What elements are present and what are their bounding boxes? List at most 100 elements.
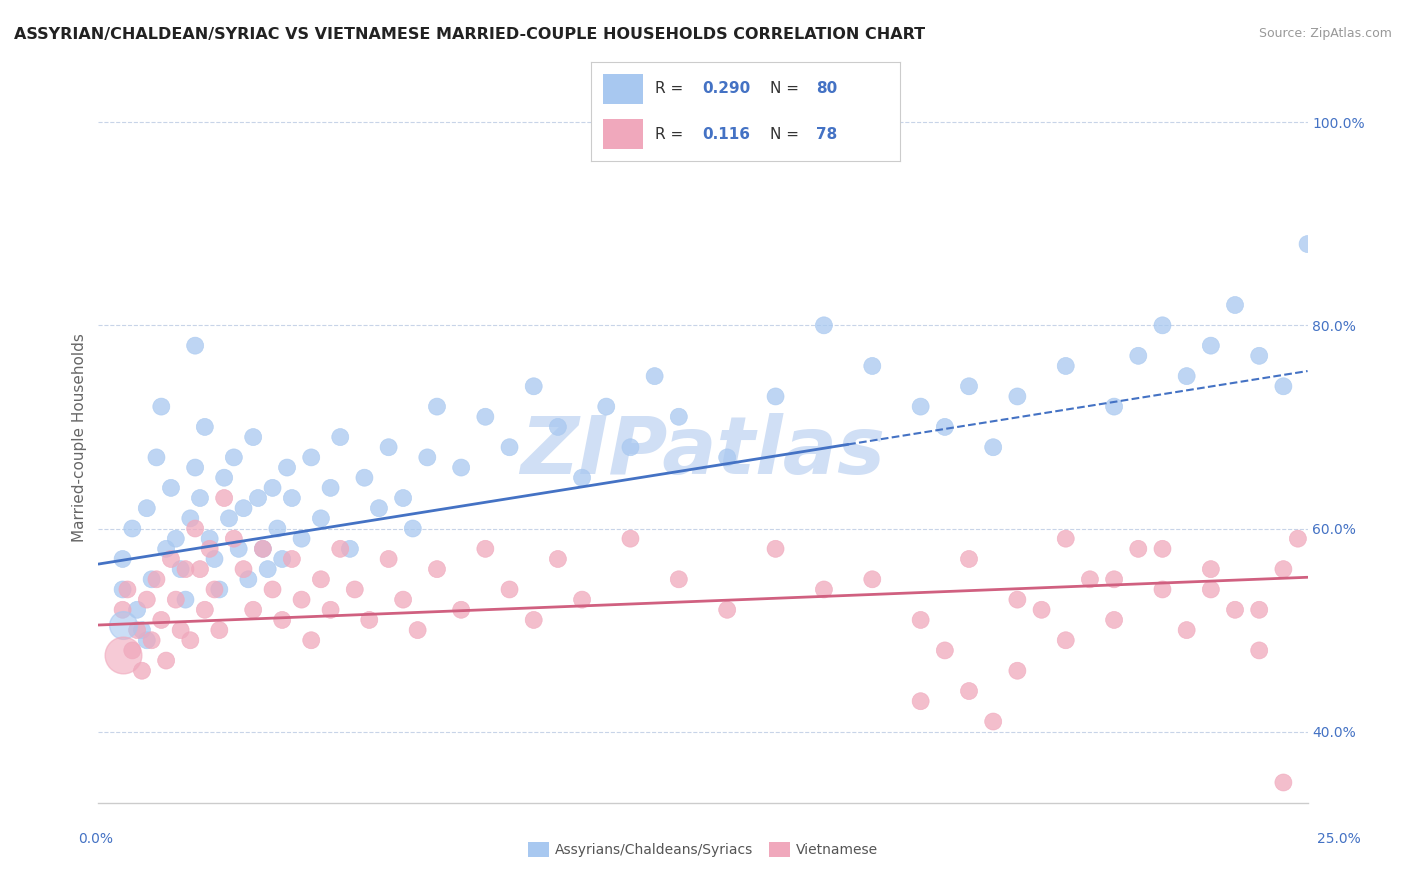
Point [934,643,956,657]
Point [111,648,134,663]
Point [204,552,226,566]
Point [208,623,231,637]
Point [165,592,187,607]
Point [174,562,197,576]
Point [416,450,439,465]
Point [252,541,274,556]
Point [222,532,245,546]
Point [377,552,399,566]
Point [910,694,932,708]
Text: 0.0%: 0.0% [79,832,112,846]
Point [1199,582,1222,597]
Point [1031,603,1053,617]
Point [1286,532,1309,546]
Point [1199,562,1222,576]
Point [392,592,415,607]
Point [1223,298,1246,312]
Point [319,603,342,617]
Point [111,582,134,597]
Legend: Assyrians/Chaldeans/Syriacs, Vietnamese: Assyrians/Chaldeans/Syriacs, Vietnamese [523,837,883,863]
Point [498,440,520,454]
Point [150,400,173,414]
Point [910,400,932,414]
Point [145,450,167,465]
Point [135,592,157,607]
Point [765,541,787,556]
Point [571,592,593,607]
Point [450,603,472,617]
Text: 0.116: 0.116 [702,127,749,142]
Point [271,613,294,627]
Point [127,623,149,637]
Point [319,481,342,495]
Text: ASSYRIAN/CHALDEAN/SYRIAC VS VIETNAMESE MARRIED-COUPLE HOUSEHOLDS CORRELATION CHA: ASSYRIAN/CHALDEAN/SYRIAC VS VIETNAMESE M… [14,27,925,42]
Point [813,318,835,333]
Point [184,521,207,535]
Text: Source: ZipAtlas.com: Source: ZipAtlas.com [1258,27,1392,40]
Point [595,400,617,414]
Point [135,501,157,516]
Point [188,491,211,505]
Point [547,420,569,434]
Point [329,430,352,444]
Point [299,450,322,465]
Point [1078,572,1101,586]
Point [523,379,546,393]
Point [377,440,399,454]
Point [1152,318,1174,333]
Point [184,460,207,475]
Point [155,541,177,556]
Point [281,491,304,505]
Point [1272,379,1295,393]
Bar [603,120,643,149]
Point [232,562,254,576]
Point [668,409,690,424]
Point [934,420,956,434]
Point [1199,338,1222,352]
Point [1249,643,1271,657]
Point [299,633,322,648]
Point [208,582,231,597]
Point [242,603,264,617]
Point [160,552,183,566]
Point [668,572,690,586]
Point [1128,541,1150,556]
Point [1102,613,1125,627]
Point [1152,541,1174,556]
Point [117,582,139,597]
Point [860,572,883,586]
Point [262,582,284,597]
Point [179,633,201,648]
Point [426,562,449,576]
Point [1007,389,1029,403]
Point [271,552,294,566]
Point [619,440,641,454]
Point [111,603,134,617]
Point [910,613,932,627]
Point [716,450,738,465]
Point [368,501,391,516]
Point [1175,369,1198,384]
Point [281,552,304,566]
Point [266,521,288,535]
Point [204,582,226,597]
Text: N =: N = [770,127,804,142]
Point [290,592,312,607]
Text: 78: 78 [817,127,838,142]
Point [1272,775,1295,789]
Point [1152,582,1174,597]
Bar [603,74,643,103]
Point [474,409,496,424]
Point [111,552,134,566]
Text: 25.0%: 25.0% [1316,832,1361,846]
Point [716,603,738,617]
Point [1007,664,1029,678]
Point [131,623,153,637]
Point [1102,572,1125,586]
Point [194,420,217,434]
Point [121,521,143,535]
Point [198,541,221,556]
Point [218,511,240,525]
Point [329,541,352,556]
Point [957,684,980,698]
